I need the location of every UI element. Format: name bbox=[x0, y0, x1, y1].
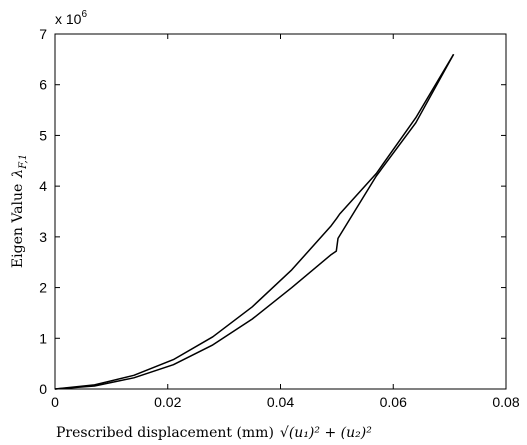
x-axis-title-math: √(u₁)² + (u₂)² bbox=[280, 425, 372, 441]
plot-frame bbox=[54, 33, 507, 390]
y-tick-label: 1 bbox=[39, 330, 47, 346]
y-tick-label: 5 bbox=[39, 127, 47, 143]
y-axis-title-subscript: F,1 bbox=[18, 154, 29, 170]
y-tick-label: 6 bbox=[39, 77, 47, 93]
y-tick-label: 0 bbox=[39, 381, 47, 397]
x-tick-label: 0 bbox=[51, 394, 59, 410]
y-multiplier: x 106 bbox=[55, 9, 87, 27]
y-axis-title-text: Eigen Value bbox=[10, 184, 26, 268]
series-line-1 bbox=[54, 53, 455, 390]
plot-area bbox=[55, 34, 506, 389]
x-axis-title: Prescribed displacement (mm) √(u₁)² + (u₂… bbox=[56, 425, 372, 441]
x-tick-label: 0.02 bbox=[154, 394, 181, 410]
x-tick-label: 0.04 bbox=[267, 394, 294, 410]
series-line-2 bbox=[54, 53, 455, 390]
y-tick-label: 3 bbox=[39, 229, 47, 245]
x-axis-title-text: Prescribed displacement (mm) bbox=[56, 425, 274, 441]
y-axis-title: Eigen Value λF,1 bbox=[10, 154, 29, 268]
y-multiplier-exponent: 6 bbox=[81, 9, 87, 20]
y-tick-label: 2 bbox=[39, 280, 47, 296]
y-tick-label: 4 bbox=[39, 178, 47, 194]
y-tick-label: 7 bbox=[39, 26, 47, 42]
y-axis-title-symbol: λ bbox=[10, 169, 26, 179]
series-layer bbox=[54, 53, 455, 390]
x-tick-label: 0.06 bbox=[380, 394, 407, 410]
tick-layer: 0 0.02 0.04 0.06 0.08 0 1 2 3 4 5 6 7 bbox=[39, 26, 520, 410]
y-multiplier-base: x 10 bbox=[55, 11, 82, 27]
x-tick-label: 0.08 bbox=[492, 394, 519, 410]
